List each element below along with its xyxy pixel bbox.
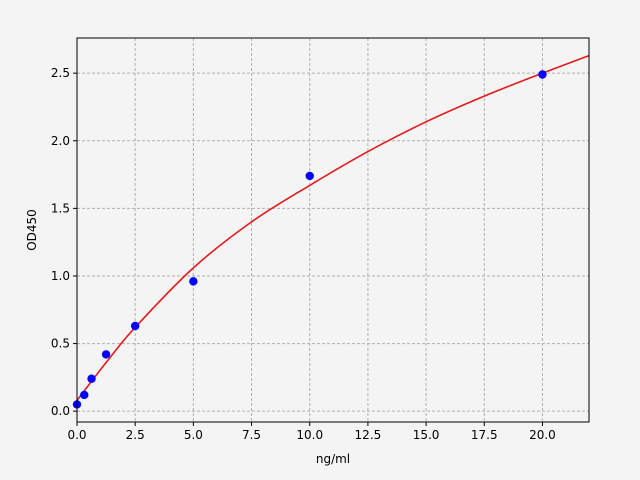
y-axis-label: OD450 <box>25 209 39 251</box>
data-point <box>189 277 198 286</box>
x-tick-label: 0.0 <box>67 428 86 442</box>
plot-frame <box>76 37 590 423</box>
x-tick-label: 5.0 <box>184 428 203 442</box>
y-tick-label: 1.0 <box>51 269 70 283</box>
x-axis-label: ng/ml <box>316 452 350 466</box>
data-point <box>80 390 89 400</box>
y-tick-label: 2.0 <box>51 134 70 148</box>
y-tick-label: 2.5 <box>51 66 70 80</box>
x-tick-label: 12.5 <box>355 428 382 442</box>
grid <box>76 38 589 422</box>
data-point <box>101 350 111 359</box>
data-point <box>305 171 314 181</box>
fit-curve-group <box>76 54 590 401</box>
x-tick-label: 10.0 <box>296 428 323 442</box>
fit-curve <box>76 54 590 401</box>
ticks: 0.0 2.5 5.0 7.5 10.0 12.5 15.0 17.5 20.0 0.0 0.5 1.… <box>51 66 556 442</box>
y-tick-label: 1.5 <box>51 201 70 215</box>
data-point <box>87 374 96 383</box>
y-tick-label: 0.0 <box>51 404 70 418</box>
x-tick-label: 17.5 <box>471 428 498 442</box>
x-tick-label: 15.0 <box>413 428 440 442</box>
x-tick-label: 7.5 <box>242 428 261 442</box>
x-tick-label: 20.0 <box>529 428 556 442</box>
data-point <box>130 321 140 331</box>
points-group <box>72 70 547 409</box>
data-point <box>538 70 547 79</box>
y-tick-label: 0.5 <box>51 337 70 351</box>
x-tick-label: 2.5 <box>126 428 145 442</box>
